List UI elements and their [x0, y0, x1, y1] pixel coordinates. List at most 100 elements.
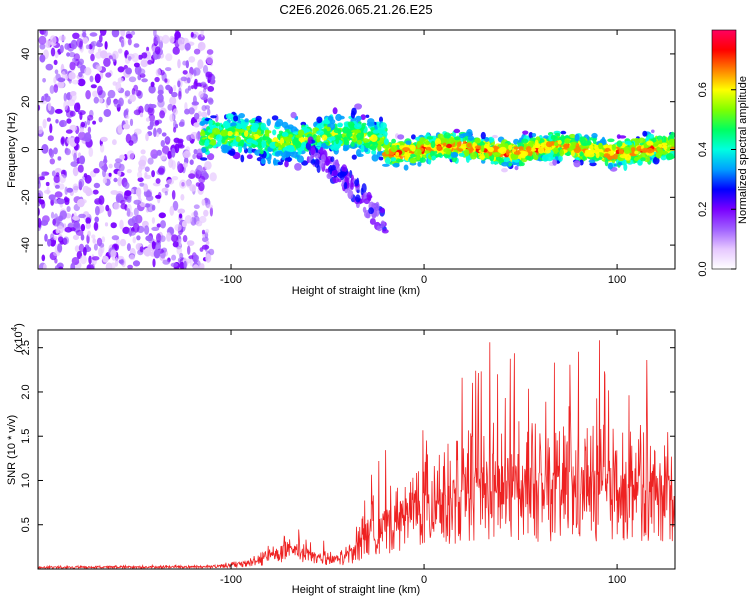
signal-blob — [230, 142, 237, 147]
noise-blob — [78, 213, 86, 219]
noise-blob — [127, 38, 132, 46]
noise-blob — [177, 59, 181, 69]
noise-blob — [189, 184, 197, 192]
noise-blob — [146, 46, 150, 52]
noise-blob — [151, 170, 156, 178]
heatmap-x-tick-label: -100 — [220, 274, 242, 286]
noise-blob — [108, 163, 113, 169]
noise-blob — [137, 171, 143, 179]
noise-blob — [133, 109, 142, 116]
heatmap-x-tick-label: 0 — [421, 274, 427, 286]
noise-blob — [120, 40, 125, 48]
noise-blob — [176, 161, 181, 171]
signal-blob — [378, 156, 384, 161]
branch-blob — [355, 194, 361, 203]
noise-blob — [103, 57, 111, 67]
signal-blob — [395, 159, 404, 163]
noise-blob — [189, 159, 194, 165]
noise-blob — [127, 218, 136, 227]
noise-blob — [119, 219, 124, 230]
noise-blob — [151, 217, 155, 224]
noise-blob — [80, 234, 85, 241]
heatmap-region-noise — [38, 30, 222, 269]
signal-blob — [290, 151, 298, 155]
signal-blob — [564, 138, 571, 144]
signal-blob — [619, 154, 628, 159]
noise-blob — [38, 217, 42, 228]
noise-blob — [149, 104, 157, 109]
signal-blob — [592, 136, 597, 145]
signal-blob — [352, 137, 357, 143]
noise-blob — [205, 228, 210, 234]
noise-blob — [174, 224, 182, 232]
noise-blob — [93, 243, 98, 251]
noise-blob — [102, 177, 107, 184]
noise-blob — [50, 47, 56, 57]
branch-blob — [313, 152, 321, 159]
noise-blob — [133, 128, 142, 135]
noise-blob — [92, 238, 96, 244]
noise-blob — [167, 150, 172, 160]
branch-blob — [341, 164, 348, 173]
snr-x-axis-label: Height of straight line (km) — [292, 584, 420, 596]
signal-blob — [525, 155, 532, 161]
noise-blob — [158, 212, 166, 219]
noise-blob — [101, 236, 106, 243]
noise-blob — [155, 178, 161, 184]
noise-blob — [148, 85, 156, 94]
noise-blob — [99, 34, 103, 43]
noise-blob — [64, 199, 70, 205]
signal-blob — [465, 155, 470, 163]
signal-blob — [463, 149, 470, 157]
signal-blob — [503, 156, 510, 162]
noise-blob — [107, 89, 116, 99]
signal-blob — [508, 144, 513, 151]
noise-blob — [67, 223, 74, 228]
signal-blob — [355, 115, 362, 122]
signal-blob — [281, 156, 286, 161]
noise-blob — [165, 67, 172, 72]
noise-blob — [198, 182, 205, 192]
heatmap-y-tick-label: 20 — [20, 96, 32, 108]
noise-blob — [78, 243, 85, 253]
noise-blob — [93, 96, 100, 104]
signal-blob — [291, 154, 300, 158]
signal-blob — [431, 155, 437, 161]
signal-blob — [246, 154, 253, 160]
noise-blob — [88, 48, 95, 55]
noise-blob — [57, 243, 63, 253]
noise-blob — [159, 110, 166, 119]
noise-blob — [205, 253, 212, 263]
signal-blob — [651, 129, 655, 134]
signal-blob — [553, 141, 559, 147]
heatmap-region-signal-band-right — [381, 128, 675, 173]
signal-blob — [365, 114, 370, 119]
branch-blob — [369, 218, 376, 225]
noise-blob — [72, 166, 79, 177]
noise-blob — [114, 257, 119, 267]
signal-blob — [666, 153, 674, 160]
signal-blob — [430, 150, 434, 158]
noise-blob — [53, 251, 61, 257]
noise-blob — [165, 53, 173, 62]
signal-blob — [377, 143, 382, 152]
noise-blob — [98, 116, 103, 123]
noise-blob — [64, 186, 68, 195]
signal-blob — [487, 136, 495, 143]
noise-blob — [126, 208, 131, 217]
signal-blob — [560, 130, 567, 135]
snr-y-tick-label: 1.0 — [20, 473, 32, 488]
noise-blob — [53, 84, 59, 93]
signal-blob — [484, 152, 489, 158]
signal-blob — [252, 122, 260, 129]
noise-blob — [207, 108, 211, 116]
noise-blob — [164, 136, 171, 143]
noise-blob — [184, 108, 190, 115]
noise-blob — [182, 162, 188, 168]
signal-blob — [397, 134, 405, 140]
branch-blob — [380, 220, 386, 228]
signal-blob — [521, 151, 529, 157]
branch-blob — [310, 145, 316, 156]
noise-blob — [136, 235, 141, 241]
noise-blob — [156, 223, 161, 228]
